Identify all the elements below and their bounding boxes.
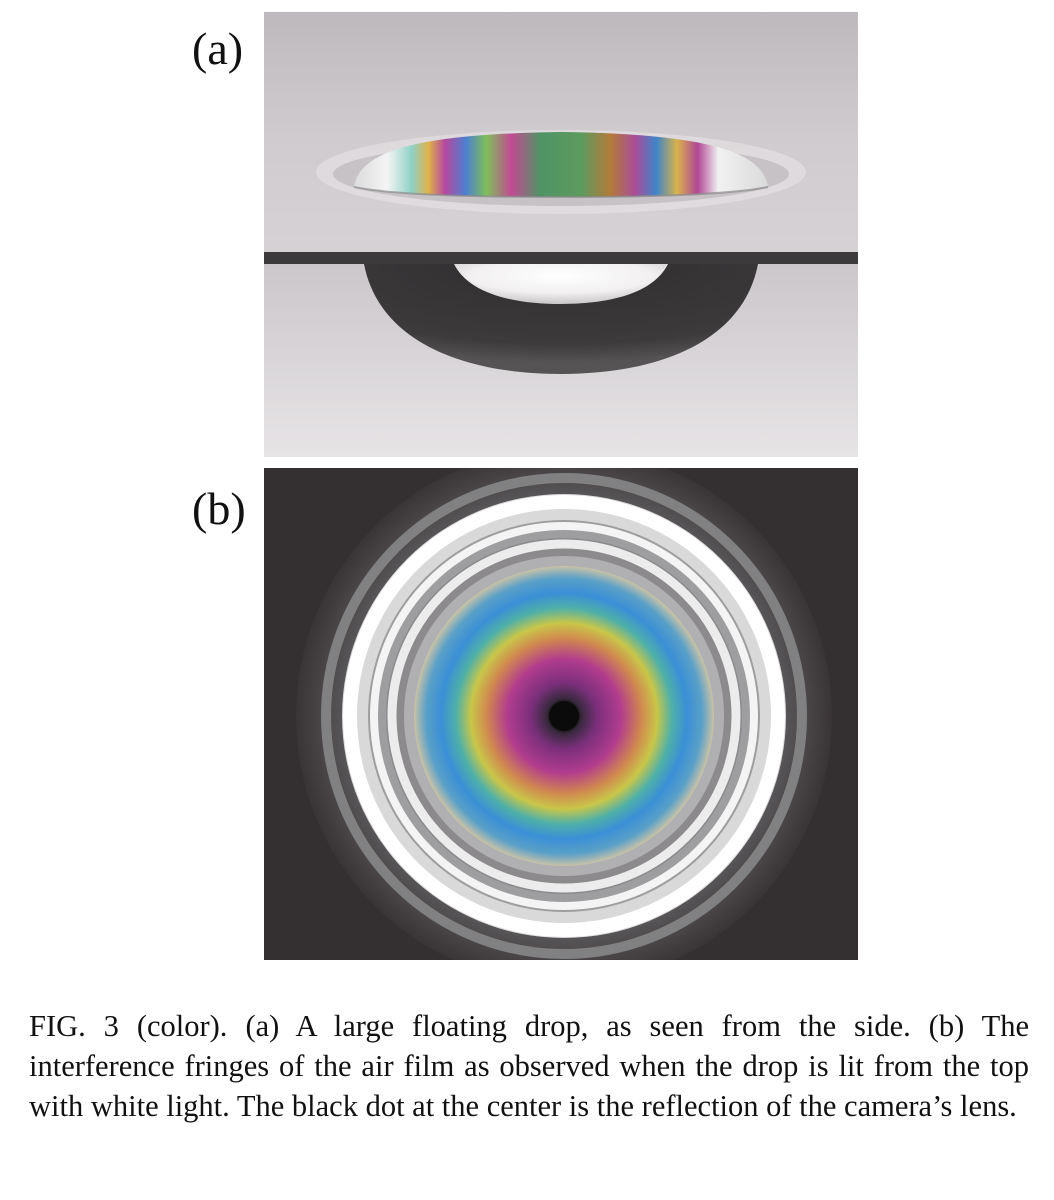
caption-text: (a) A large floating drop, as seen from … xyxy=(29,1009,1029,1123)
fringes-drawing xyxy=(264,468,858,960)
liquid-surface xyxy=(264,252,858,264)
bright-lens xyxy=(454,264,668,304)
panel-b-label: (b) xyxy=(192,483,246,534)
side-view-drawing xyxy=(264,12,858,457)
interference-fringes-photo xyxy=(264,468,858,960)
panel-a-label: (a) xyxy=(192,23,244,74)
side-view-photo xyxy=(264,12,858,457)
figure-caption: FIG. 3 (color). (a) A large floating drop… xyxy=(29,1006,1029,1126)
lens-reflection-dot xyxy=(549,701,579,731)
drop-reflection xyxy=(364,264,758,374)
floating-drop xyxy=(354,132,768,197)
figure-label: FIG. 3 (color). xyxy=(29,1009,228,1043)
